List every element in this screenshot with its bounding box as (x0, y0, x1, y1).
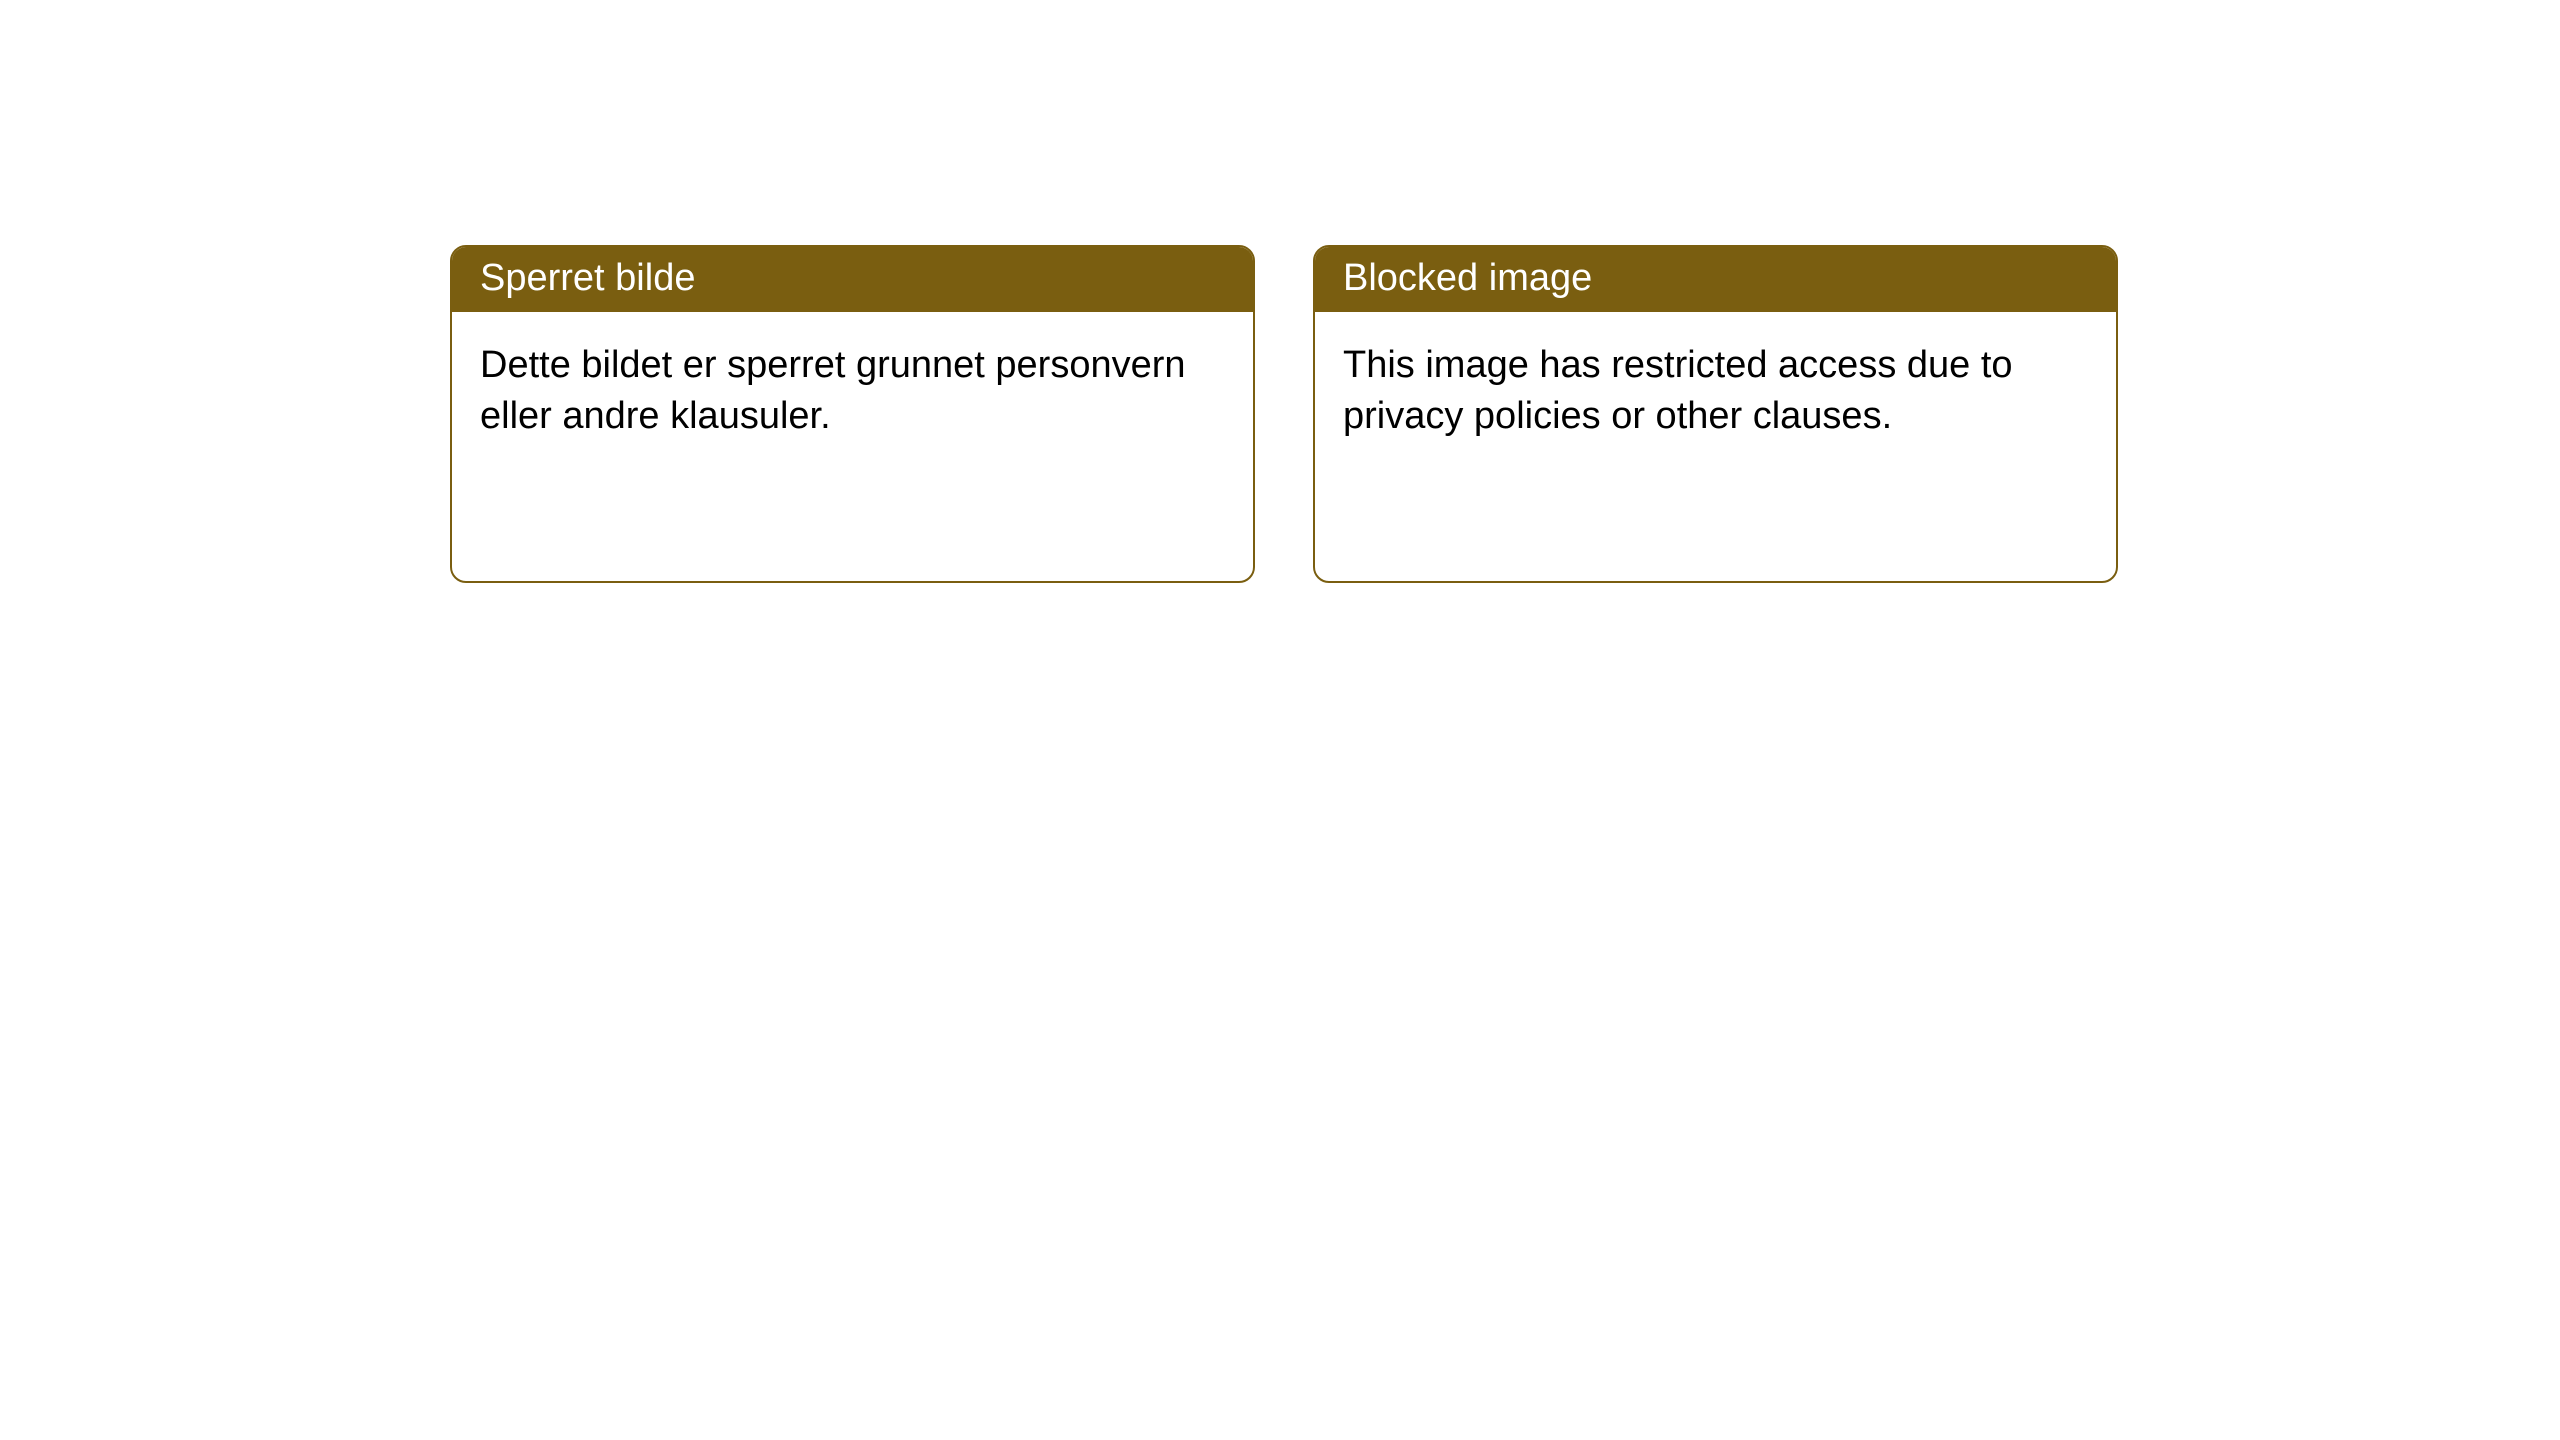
notice-body: This image has restricted access due to … (1315, 312, 2116, 463)
notice-container: Sperret bilde Dette bildet er sperret gr… (0, 0, 2560, 583)
notice-body: Dette bildet er sperret grunnet personve… (452, 312, 1253, 463)
notice-card-english: Blocked image This image has restricted … (1313, 245, 2118, 583)
notice-card-norwegian: Sperret bilde Dette bildet er sperret gr… (450, 245, 1255, 583)
notice-title: Sperret bilde (452, 247, 1253, 312)
notice-title: Blocked image (1315, 247, 2116, 312)
